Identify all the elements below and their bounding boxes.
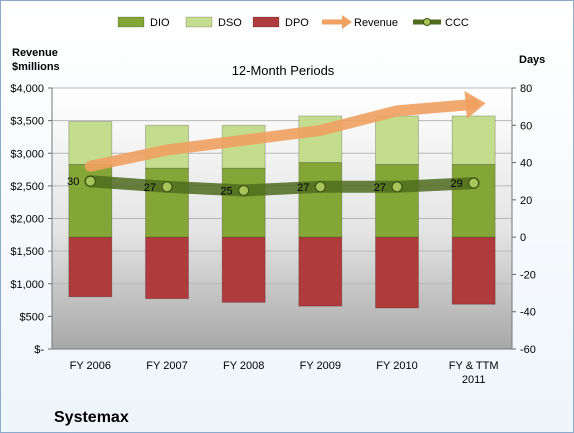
left-tick-label: $2,000	[10, 214, 44, 226]
ccc-line	[84, 175, 480, 197]
left-tick-label: $-	[34, 344, 44, 356]
bar-dio	[145, 167, 189, 238]
ccc-point	[468, 177, 480, 189]
left-tick-label: $1,500	[10, 246, 44, 258]
bar-dio	[298, 162, 343, 238]
ccc-data-label: 30	[67, 176, 79, 188]
left-tick-label: $500	[20, 311, 44, 323]
legend-label-dpo: DPO	[285, 17, 309, 29]
legend-swatch-dpo	[252, 16, 280, 28]
right-tick-label: -40	[520, 307, 536, 319]
legend-label-dso: DSO	[218, 17, 242, 29]
left-tick-label: $4,000	[10, 83, 44, 95]
ccc-data-label: 29	[450, 178, 462, 190]
bar-dpo	[68, 236, 113, 298]
x-tick-label: FY 2007	[146, 360, 187, 372]
right-tick-label: -60	[520, 344, 536, 356]
right-tick-label: -20	[520, 269, 536, 281]
ccc-data-label: 27	[144, 182, 156, 194]
ccc-point	[238, 184, 250, 197]
left-axis-label-line2: $millions	[12, 61, 60, 73]
x-tick-label: FY 2010	[376, 360, 417, 372]
x-tick-label: FY 2009	[300, 360, 341, 372]
ccc-data-label: 25	[220, 186, 232, 198]
ccc-point	[391, 181, 403, 193]
left-tick-label: $3,500	[10, 116, 44, 128]
company-name: Systemax	[54, 409, 129, 426]
chart-title: 12-Month Periods	[232, 63, 335, 78]
right-tick-label: 20	[520, 195, 532, 207]
legend-label-revenue: Revenue	[354, 17, 398, 29]
right-axis-label: Days	[519, 54, 545, 66]
bar-dpo	[221, 236, 266, 303]
bar-dpo	[451, 236, 496, 305]
bar-dpo	[375, 236, 419, 309]
bar-dio	[375, 164, 419, 238]
legend-swatch-dso	[185, 16, 213, 28]
right-tick-label: 40	[520, 158, 532, 170]
ccc-point	[161, 181, 173, 193]
bar-dso	[451, 115, 496, 165]
x-tick-label-line2: 2011	[462, 374, 486, 386]
bar-dpo	[145, 236, 189, 300]
ccc-data-label: 27	[297, 182, 309, 194]
revenue-arrowhead	[464, 91, 486, 119]
legend-label-ccc: CCC	[445, 17, 469, 29]
bar-dso	[68, 121, 113, 165]
x-tick-label: FY 2008	[223, 360, 264, 372]
bar-dio	[221, 167, 266, 238]
bar-dio	[451, 164, 496, 238]
right-tick-label: 80	[520, 83, 532, 95]
left-tick-label: $2,500	[10, 181, 44, 193]
right-tick-label: 0	[520, 232, 526, 244]
bar-dpo	[298, 236, 343, 307]
right-tick-label: 60	[520, 120, 532, 132]
left-tick-label: $1,000	[10, 279, 44, 291]
bar-dso	[375, 115, 419, 165]
ccc-point	[314, 181, 326, 193]
legend-swatch-dio	[117, 16, 145, 28]
revenue-line	[84, 98, 480, 172]
legend-swatch-ccc-dot	[423, 18, 431, 26]
left-axis-label-line1: Revenue	[12, 47, 58, 59]
x-tick-label: FY 2006	[70, 360, 111, 372]
legend-label-dio: DIO	[150, 17, 170, 29]
ccc-point	[84, 175, 96, 187]
ccc-data-label: 27	[374, 182, 386, 194]
legend-swatch-revenue-head	[342, 15, 352, 29]
left-tick-label: $3,000	[10, 148, 44, 160]
x-tick-label: FY & TTM	[449, 360, 499, 372]
